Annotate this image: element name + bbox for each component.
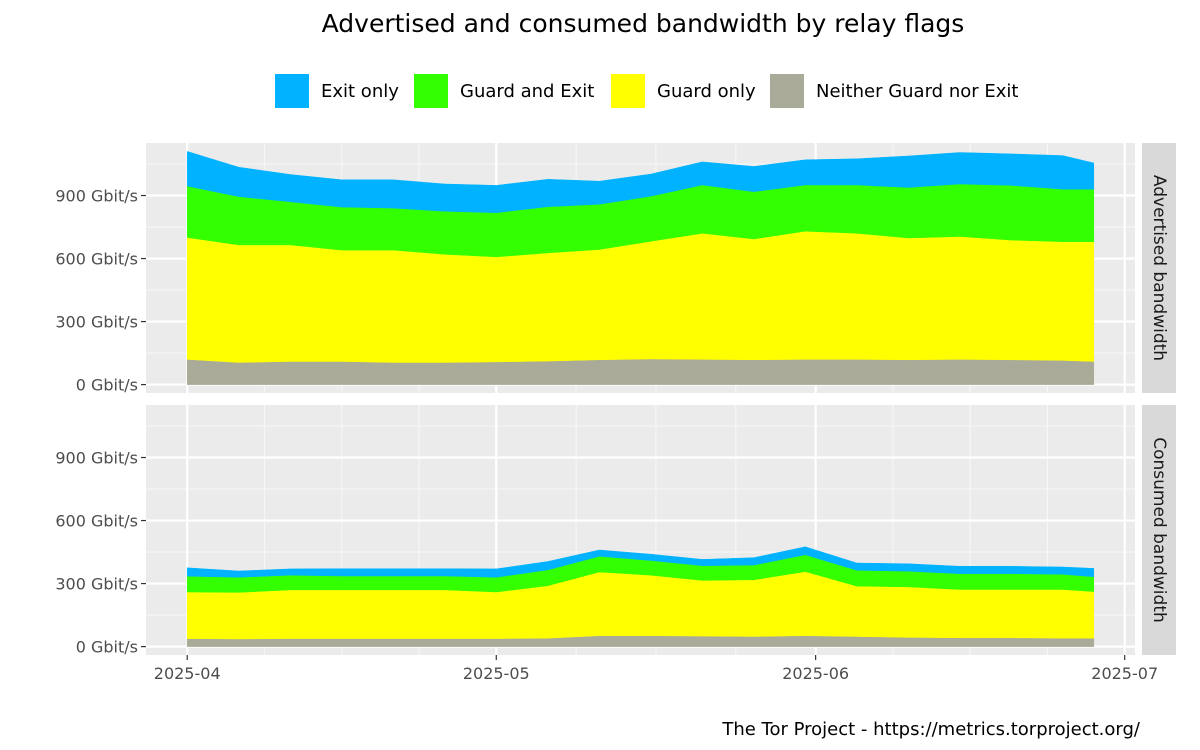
legend-key-2 — [611, 74, 645, 108]
y-tick-label: 900 Gbit/s — [55, 449, 138, 468]
x-tick-label: 2025-06 — [782, 664, 849, 683]
legend-label-2: Guard only — [657, 81, 756, 102]
chart-caption: The Tor Project - https://metrics.torpro… — [721, 719, 1141, 740]
panel-1: 0 Gbit/s 300 Gbit/s 600 Gbit/s 900 Gbit/s Co… — [55, 405, 1176, 657]
legend-key-0 — [275, 74, 309, 108]
x-axis: 2025-04 2025-05 2025-06 2025-07 — [154, 655, 1158, 683]
y-tick-label: 600 Gbit/s — [55, 250, 138, 269]
y-tick-label: 0 Gbit/s — [76, 638, 138, 657]
facet-panels: 0 Gbit/s 300 Gbit/s 600 Gbit/s 900 Gbit/s Ad… — [55, 143, 1176, 657]
y-tick-label: 300 Gbit/s — [55, 313, 138, 332]
y-tick-label: 900 Gbit/s — [55, 187, 138, 206]
legend-label-1: Guard and Exit — [460, 81, 594, 102]
facet-strip-label: Advertised bandwidth — [1149, 175, 1169, 361]
facet-strip — [1142, 405, 1176, 655]
x-tick-label: 2025-07 — [1091, 664, 1158, 683]
chart-title: Advertised and consumed bandwidth by rel… — [322, 9, 965, 38]
y-tick-label: 600 Gbit/s — [55, 512, 138, 531]
facet-strip-label: Consumed bandwidth — [1149, 437, 1169, 623]
legend-key-3 — [770, 74, 804, 108]
area-exit-only — [186, 546, 1095, 578]
y-tick-label: 300 Gbit/s — [55, 575, 138, 594]
legend-label-3: Neither Guard nor Exit — [816, 81, 1018, 102]
area-guard-only — [186, 230, 1095, 363]
area-exit-only — [186, 151, 1095, 213]
legend-label-0: Exit only — [321, 81, 399, 102]
area-neither-guard-nor-exit — [186, 358, 1095, 385]
legend-key-1 — [414, 74, 448, 108]
x-tick-label: 2025-05 — [463, 664, 530, 683]
x-tick-label: 2025-04 — [154, 664, 221, 683]
legend: Exit only Guard and Exit Guard only Neither… — [275, 74, 1018, 108]
facet-strip — [1142, 143, 1176, 393]
panel-0: 0 Gbit/s 300 Gbit/s 600 Gbit/s 900 Gbit/s Ad… — [55, 143, 1176, 395]
y-tick-label: 0 Gbit/s — [76, 376, 138, 395]
